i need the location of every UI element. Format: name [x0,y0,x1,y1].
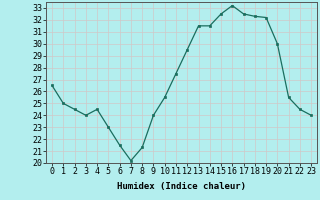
X-axis label: Humidex (Indice chaleur): Humidex (Indice chaleur) [117,182,246,191]
